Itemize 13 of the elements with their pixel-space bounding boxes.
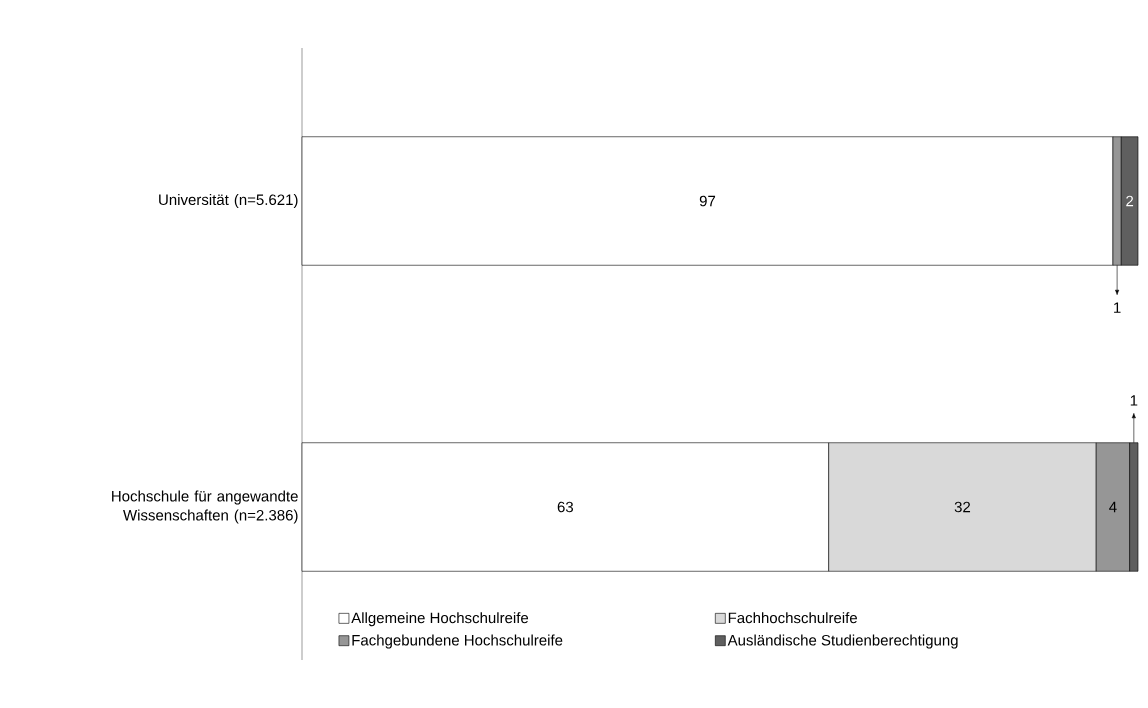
data-label: 63 (557, 501, 574, 513)
y-tick-label: Hochschule für angewandte Wissenschaften (n=2.386) (112, 490, 298, 524)
y-tick-label: Universität (n=5.621) (159, 194, 298, 208)
data-label: 4 (1109, 501, 1117, 513)
data-label: 97 (699, 195, 716, 207)
legend-label: Ausländische Studienberechtigung (727, 634, 958, 649)
legend-label: Allgemeine Hochschulreife (351, 612, 529, 627)
legend-label: Fachhochschulreife (728, 612, 857, 624)
data-label: 1 (1114, 302, 1121, 313)
data-label: 1 (1130, 395, 1138, 406)
data-label: 2 (1126, 195, 1134, 207)
legend-label: Fachgebundene Hochschulreife (352, 634, 563, 649)
data-label: 32 (954, 501, 971, 513)
